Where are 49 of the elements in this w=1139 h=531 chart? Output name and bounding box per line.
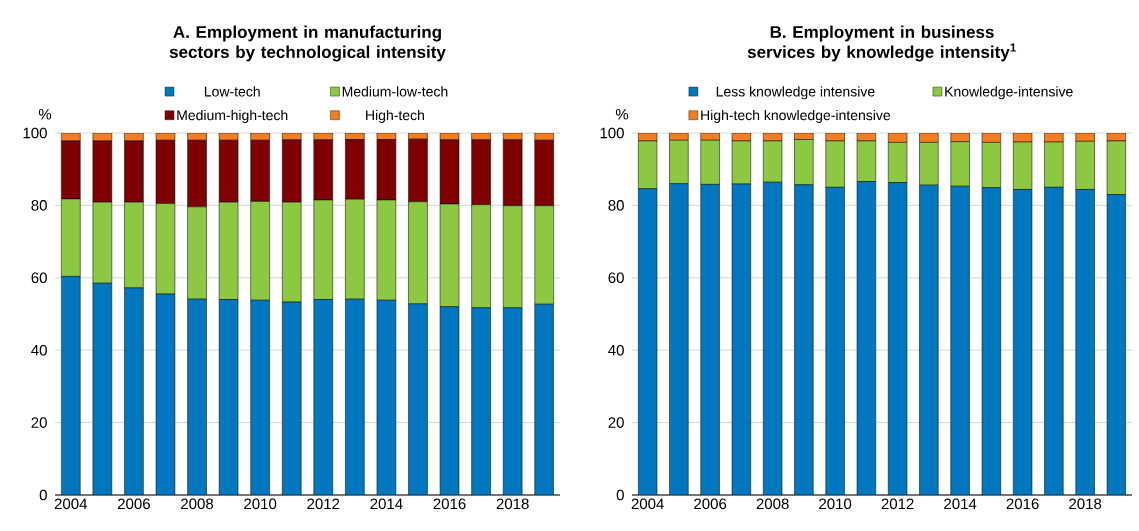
legend-label: High-tech [366, 109, 424, 123]
bar [282, 301, 302, 495]
y-tick-label: 60 [608, 272, 624, 284]
legend-label: Low-tech [204, 86, 260, 97]
legend-label: Medium-low-tech [342, 86, 448, 97]
x-tick-label: 2016 [433, 498, 466, 510]
x-tick-label: 2004 [54, 498, 88, 510]
x-tick-label: 2012 [881, 498, 914, 510]
bar [313, 299, 334, 495]
y-tick-label: 0 [39, 489, 47, 501]
x-tick-label: 2010 [244, 498, 277, 510]
x-tick-label: 2016 [1006, 498, 1039, 510]
x-tick-label: 2004 [631, 498, 664, 510]
chart-title: B. Employment in business services by knowledge intensity$^{1}$ [747, 25, 1017, 62]
bar [61, 276, 81, 495]
y-tick-label: 80 [608, 200, 624, 211]
x-tick-label: 2014 [944, 498, 977, 510]
y-tick-label: 20 [608, 417, 624, 428]
x-tick-label: 2012 [307, 498, 340, 510]
bar [345, 298, 365, 495]
y-tick-label: 60 [31, 272, 47, 284]
bar [471, 307, 491, 495]
y-tick-label: 100 [600, 127, 624, 139]
bar [250, 299, 270, 495]
legend-label: Medium-high-tech [177, 109, 288, 123]
bar [124, 287, 144, 495]
y-tick-label: 100 [23, 127, 47, 139]
y-axis-title: % [38, 108, 52, 120]
chart-title: A. Employment in manufacturing sectors by technological intensity [169, 25, 446, 62]
y-tick-label: 40 [31, 344, 47, 356]
legend-label: Less knowledge intensive [716, 86, 875, 100]
y-tick-label: 40 [608, 344, 624, 356]
x-tick-label: 2010 [819, 498, 852, 510]
x-tick-label: 2018 [496, 498, 529, 510]
bar [534, 303, 554, 495]
y-tick-label: 20 [31, 417, 47, 428]
y-axis-title: % [615, 108, 629, 120]
x-tick-label: 2014 [370, 498, 403, 510]
y-tick-label: 80 [31, 200, 47, 211]
x-tick-label: 2006 [694, 498, 727, 510]
x-tick-label: 2006 [117, 498, 150, 510]
x-tick-label: 2018 [1069, 498, 1102, 510]
x-tick-label: 2008 [756, 498, 789, 510]
x-tick-label: 2008 [181, 498, 214, 510]
legend-label: Knowledge-intensive [945, 86, 1073, 100]
bar [408, 303, 428, 495]
bar [187, 298, 207, 495]
y-tick-label: 0 [616, 489, 624, 501]
legend-label: High-tech knowledge-intensive [701, 109, 891, 123]
